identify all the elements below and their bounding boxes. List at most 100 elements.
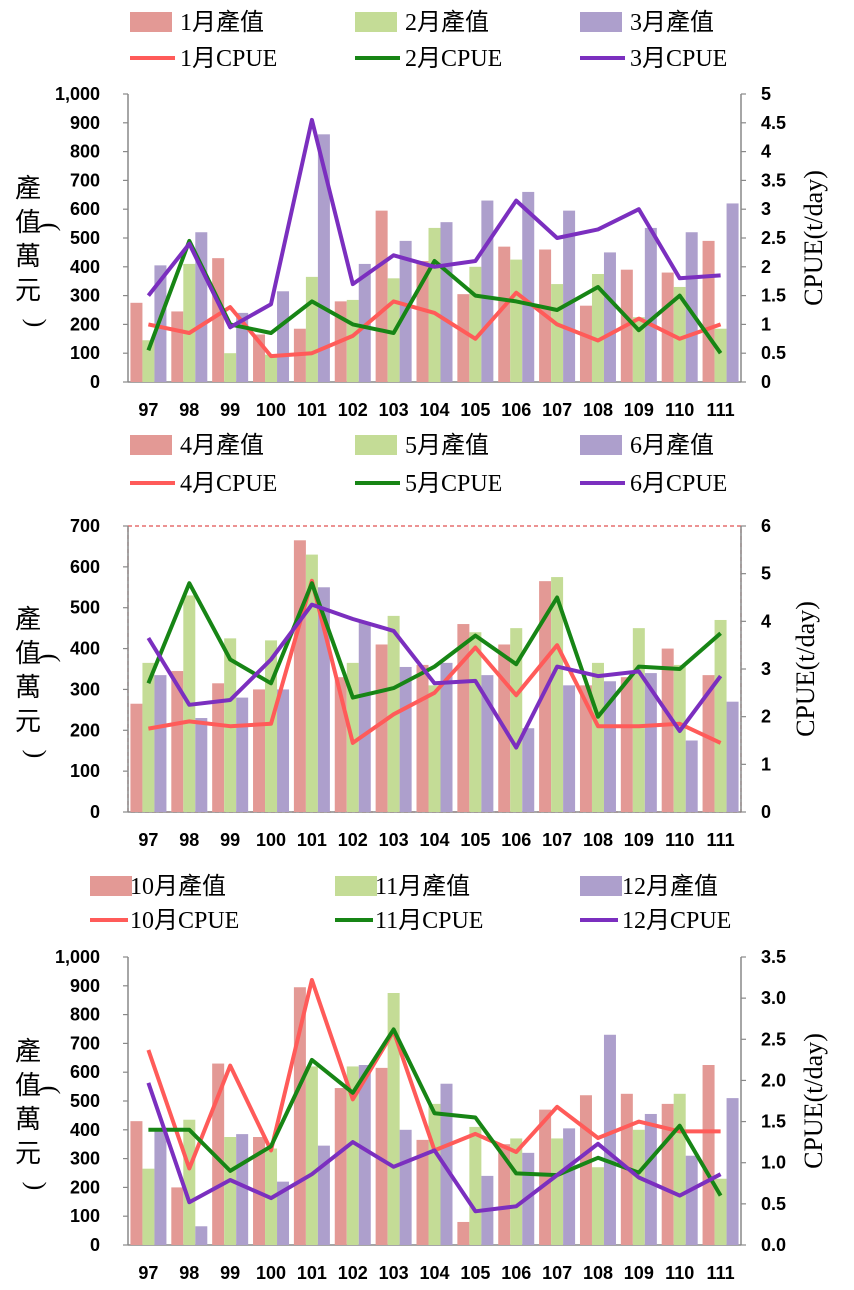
y2-tick-label: 3 xyxy=(761,659,771,679)
bar-1 xyxy=(375,210,388,382)
bar-1 xyxy=(702,675,715,812)
bar-1 xyxy=(171,671,184,812)
y2-tick-label: 2 xyxy=(761,707,771,727)
bar-2 xyxy=(224,353,237,382)
bar-3 xyxy=(399,1129,412,1245)
bar-2 xyxy=(673,664,686,812)
y-tick-label: 500 xyxy=(70,228,100,248)
bar-1 xyxy=(539,581,552,812)
y-tick-label: 500 xyxy=(70,598,100,618)
x-tick-label: 98 xyxy=(179,830,199,850)
x-tick-label: 99 xyxy=(220,400,240,420)
x-tick-label: 104 xyxy=(419,830,449,850)
y2-tick-label: 4.5 xyxy=(761,113,786,133)
bar-3 xyxy=(603,681,616,812)
y-axis-title-char: 元 xyxy=(15,707,41,736)
bar-1 xyxy=(253,334,266,382)
y2-tick-label: 2 xyxy=(761,257,771,277)
x-tick-label: 100 xyxy=(256,400,286,420)
bar-2 xyxy=(305,554,318,812)
bar-2 xyxy=(387,993,400,1245)
bar-2 xyxy=(673,286,686,382)
x-tick-label: 104 xyxy=(419,1263,449,1283)
bar-3 xyxy=(481,200,494,382)
y-tick-label: 800 xyxy=(70,1005,100,1025)
y2-tick-label: 1 xyxy=(761,314,771,334)
bar-2 xyxy=(632,1129,645,1245)
bar-2 xyxy=(305,1066,318,1245)
cpue-line-2 xyxy=(146,581,722,719)
chart-panel-3: 0 100 200 300 400 500 600 700 800 900 1,000 0.0 0.5 1… xyxy=(15,873,828,1283)
y2-tick-label: 2.5 xyxy=(761,1029,786,1049)
x-tick-label: 98 xyxy=(179,400,199,420)
y-tick-label: 400 xyxy=(70,639,100,659)
bar-1 xyxy=(579,685,592,812)
x-tick-label: 105 xyxy=(460,1263,490,1283)
bar-2 xyxy=(142,1168,155,1245)
bar-2 xyxy=(591,662,604,812)
bar-1 xyxy=(375,1067,388,1245)
y-tick-label: 700 xyxy=(70,170,100,190)
y-axis-title-paren: ( xyxy=(36,1086,65,1095)
bar-2 xyxy=(224,1137,237,1245)
x-tick-label: 111 xyxy=(707,400,735,420)
legend-swatch xyxy=(580,12,622,32)
legend-label: 4月CPUE xyxy=(180,471,277,497)
bar-2 xyxy=(183,263,196,382)
bar-2 xyxy=(632,317,645,382)
bar-3 xyxy=(603,1034,616,1245)
y-tick-label: 200 xyxy=(70,314,100,334)
y-tick-label: 0 xyxy=(90,1235,100,1255)
bar-3 xyxy=(154,675,167,812)
bar-3 xyxy=(358,622,371,812)
x-tick-label: 97 xyxy=(138,830,158,850)
y-tick-label: 1,000 xyxy=(55,947,100,967)
bar-2 xyxy=(142,662,155,812)
y-axis-title-char: 產 xyxy=(15,1037,41,1066)
y-axis-title-char: 萬 xyxy=(15,673,41,702)
y2-tick-label: 3.0 xyxy=(761,988,786,1008)
y-tick-label: 100 xyxy=(70,761,100,781)
y-axis-title-char: 產 xyxy=(15,605,41,634)
y2-tick-label: 5 xyxy=(761,84,771,104)
y2-tick-label: 1.5 xyxy=(761,1112,786,1132)
y2-tick-label: 3 xyxy=(761,199,771,219)
bar-1 xyxy=(130,302,143,382)
legend-label: 10月產值 xyxy=(130,873,226,900)
y2-tick-label: 0.0 xyxy=(761,1235,786,1255)
y-tick-label: 300 xyxy=(70,679,100,699)
x-tick-label: 101 xyxy=(297,1263,327,1283)
bar-2 xyxy=(632,628,645,812)
bar-3 xyxy=(522,191,535,382)
bar-3 xyxy=(481,675,494,812)
x-tick-label: 111 xyxy=(707,830,735,850)
x-tick-label: 97 xyxy=(138,400,158,420)
y2-tick-label: 5 xyxy=(761,564,771,584)
bar-2 xyxy=(469,266,482,382)
bar-1 xyxy=(130,1121,143,1245)
bar-2 xyxy=(428,1103,441,1245)
bar-2 xyxy=(591,274,604,382)
cpue-line-3 xyxy=(146,602,723,750)
bar-1 xyxy=(579,1095,592,1245)
bar-1 xyxy=(579,305,592,382)
y-tick-label: 800 xyxy=(70,142,100,162)
x-tick-label: 110 xyxy=(665,1263,694,1283)
legend-swatch xyxy=(580,876,622,896)
bar-3 xyxy=(644,227,657,382)
y2-tick-label: 1.5 xyxy=(761,286,786,306)
y-tick-label: 200 xyxy=(70,1177,100,1197)
bar-1 xyxy=(334,1088,347,1245)
bar-1 xyxy=(457,294,470,382)
bar-3 xyxy=(317,134,330,382)
bar-1 xyxy=(661,272,674,382)
bar-2 xyxy=(142,340,155,382)
x-tick-label: 108 xyxy=(583,400,613,420)
legend-label: 11月產值 xyxy=(375,873,470,900)
bar-2 xyxy=(428,685,441,812)
bar-1 xyxy=(293,540,306,812)
y2-tick-label: 0.5 xyxy=(761,343,786,363)
